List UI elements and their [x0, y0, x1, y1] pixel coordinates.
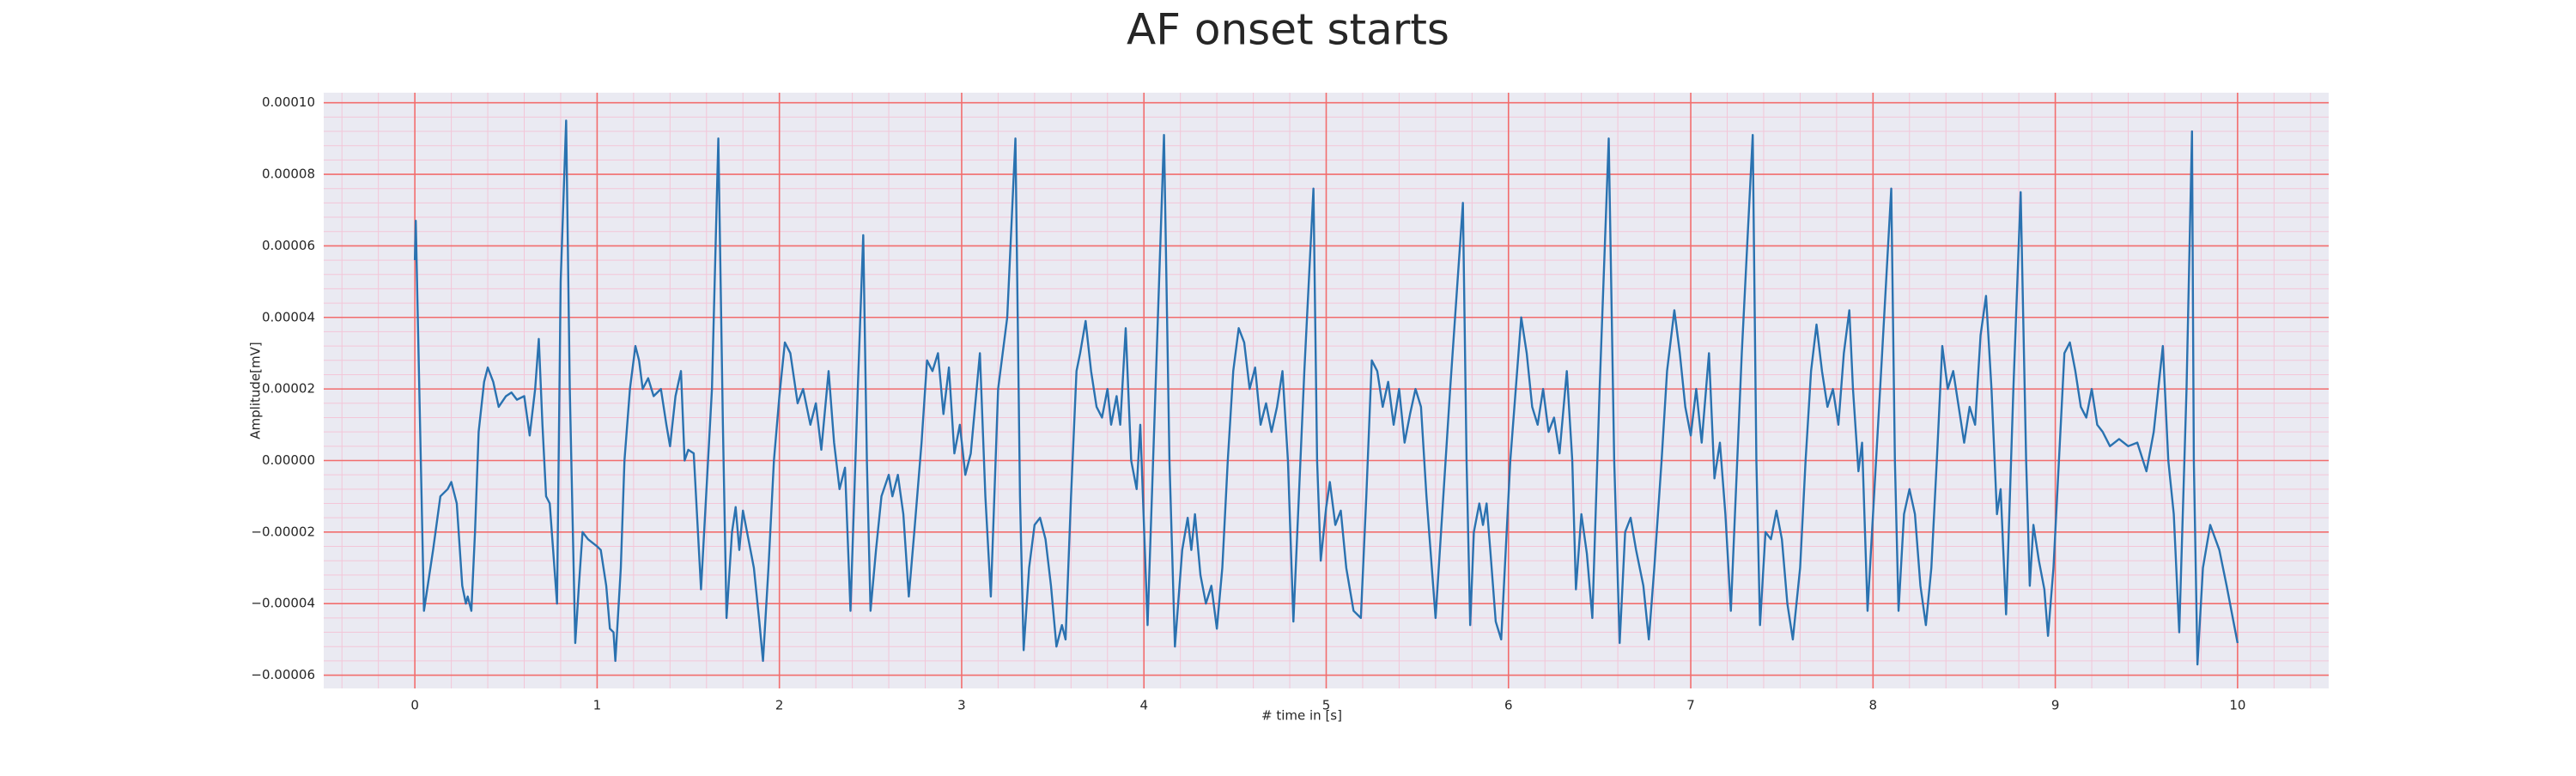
- y-tick-label: 0.00010: [262, 94, 315, 110]
- y-tick-label: 0.00004: [262, 309, 315, 324]
- x-tick-label: 3: [957, 698, 966, 713]
- x-tick-label: 8: [1869, 698, 1878, 713]
- x-tick-label: 7: [1686, 698, 1695, 713]
- x-tick-label: 6: [1504, 698, 1513, 713]
- x-tick-label: 4: [1139, 698, 1148, 713]
- signal-line: [413, 119, 2239, 666]
- y-axis-label: Amplitude[mV]: [248, 342, 264, 439]
- y-tick-label: 0.00002: [262, 381, 315, 397]
- y-tick-label: 0.00000: [262, 452, 315, 468]
- x-tick-label: 5: [1322, 698, 1331, 713]
- y-tick-label: 0.00006: [262, 238, 315, 253]
- y-tick-label: 0.00008: [262, 167, 315, 182]
- x-tick-label: 2: [775, 698, 784, 713]
- y-tick-label: −0.00002: [251, 524, 315, 539]
- x-tick-label: 1: [593, 698, 602, 713]
- chart-title: AF onset starts: [1127, 5, 1449, 55]
- x-tick-label: 9: [2051, 698, 2060, 713]
- x-axis-label: # time in [s]: [1261, 708, 1342, 724]
- y-tick-label: −0.00006: [251, 667, 315, 682]
- grid: [324, 93, 2329, 688]
- y-tick-label: −0.00004: [251, 596, 315, 611]
- x-tick-label: 10: [2229, 698, 2245, 713]
- x-tick-label: 0: [410, 698, 419, 713]
